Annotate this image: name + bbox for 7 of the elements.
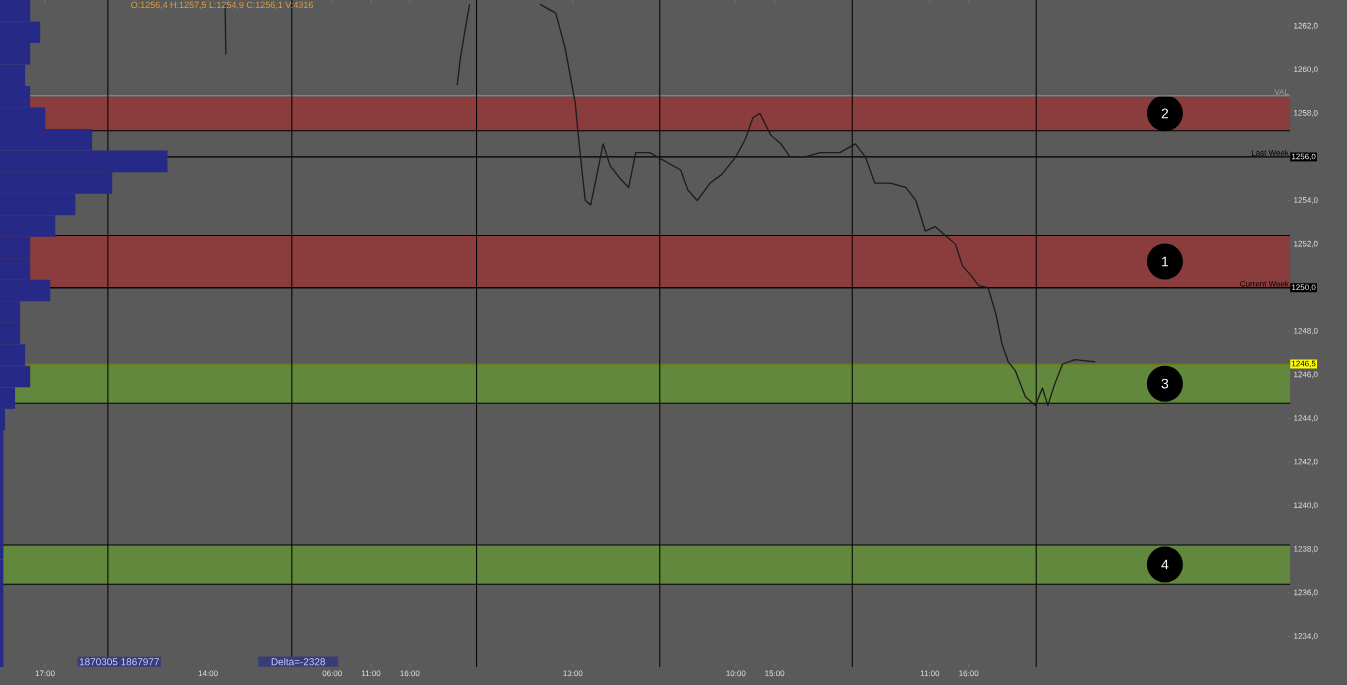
annotation: O:1256,4 H:1257,5 L:1254,9 C:1256,1 V:4316 — [131, 1, 313, 10]
annotation: Delta=-2328 — [271, 657, 326, 666]
annotation: 1870305 1867977 — [79, 658, 159, 666]
band-label: 3 — [1161, 378, 1169, 389]
band-label: 1 — [1162, 256, 1169, 267]
band-label: 4 — [1161, 559, 1169, 570]
band-label: 2 — [1161, 108, 1169, 119]
